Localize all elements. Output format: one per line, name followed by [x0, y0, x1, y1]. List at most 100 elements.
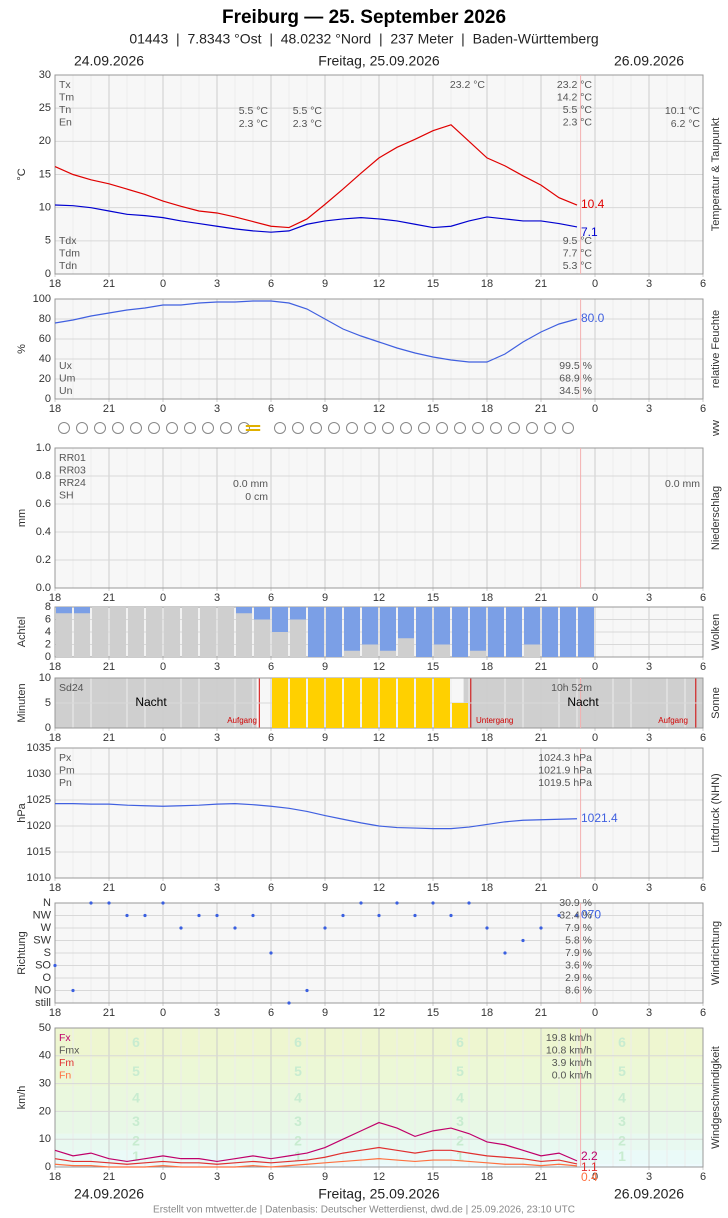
bar — [74, 607, 90, 614]
bar — [182, 607, 198, 657]
series-line — [54, 1121, 578, 1163]
row-stat: 7.9 % — [565, 947, 592, 959]
end-label: 2.2 — [581, 1149, 598, 1163]
x-tick-label: 0 — [160, 661, 166, 673]
bar — [326, 678, 342, 728]
plot-frame — [54, 447, 704, 589]
beaufort-label: 6 — [456, 1034, 464, 1050]
x-tick-label: 0 — [592, 1171, 598, 1183]
x-tick-label: 18 — [49, 1171, 61, 1183]
bar — [362, 678, 378, 728]
x-tick-label: 6 — [268, 1007, 274, 1019]
direction-point — [557, 913, 561, 918]
y-tick-label: S — [44, 947, 51, 959]
x-tick-label: 15 — [427, 882, 439, 894]
direction-point — [197, 913, 201, 918]
y-tick-label: 50 — [39, 1022, 51, 1034]
x-tick-label: 6 — [268, 1171, 274, 1183]
x-tick-label: 12 — [373, 661, 385, 673]
date-right: 26.09.2026 — [614, 53, 684, 69]
x-tick-label: 15 — [427, 1171, 439, 1183]
x-tick-label: 9 — [322, 661, 328, 673]
bar — [344, 678, 360, 728]
x-tick-label: 0 — [160, 882, 166, 894]
stat-label: RR01 — [59, 452, 86, 464]
beaufort-label: 1 — [294, 1148, 302, 1164]
y-tick-label: 0.2 — [36, 554, 51, 566]
x-tick-label: 21 — [103, 1007, 115, 1019]
y-tick-label: 30 — [39, 1078, 51, 1090]
y-tick-label: 1.0 — [36, 442, 51, 454]
bar — [488, 607, 504, 657]
bar — [344, 607, 360, 651]
x-tick-label: 15 — [427, 732, 439, 744]
ww-symbol — [508, 422, 520, 434]
row-stat: 5.8 % — [565, 934, 592, 946]
row-stat: 30.9 % — [559, 897, 592, 909]
annotation: 0.0 mm — [233, 478, 268, 490]
row-stat: 2.9 % — [565, 972, 592, 984]
stat-label: Tdn — [59, 260, 77, 272]
x-tick-label: 3 — [646, 403, 652, 415]
x-tick-label: 12 — [373, 882, 385, 894]
stat-value: 34.5 % — [559, 385, 592, 397]
annotation: 2.3 °C — [239, 118, 269, 130]
y-tick-label: 0 — [45, 651, 51, 663]
y-tick-label: SO — [35, 959, 51, 971]
stat-label: Ux — [59, 360, 73, 372]
x-tick-label: 21 — [535, 403, 547, 415]
annotation: Nacht — [567, 695, 599, 709]
x-tick-label: 18 — [481, 592, 493, 604]
annotation: Nacht — [135, 695, 167, 709]
ww-symbol — [490, 422, 502, 434]
y-axis-label: °C — [16, 168, 28, 180]
x-tick-label: 21 — [103, 661, 115, 673]
ww-symbol — [238, 422, 250, 434]
stat-value: 7.7 °C — [563, 247, 593, 259]
stat-value: 3.9 km/h — [552, 1057, 592, 1069]
bar — [524, 607, 540, 645]
annotation: 23.2 °C — [450, 79, 486, 91]
y-axis-label: hPa — [16, 802, 28, 822]
x-tick-label: 18 — [481, 661, 493, 673]
stat-label: Fmx — [59, 1044, 80, 1056]
x-tick-label: 18 — [481, 732, 493, 744]
y-tick-label: 6 — [45, 613, 51, 625]
beaufort-label: 6 — [294, 1034, 302, 1050]
x-tick-label: 12 — [373, 403, 385, 415]
beaufort-label: 3 — [618, 1113, 626, 1129]
plot-frame — [54, 298, 704, 400]
x-tick-label: 9 — [322, 592, 328, 604]
x-tick-label: 6 — [268, 278, 274, 290]
side-label: ww — [710, 420, 722, 437]
x-tick-label: 15 — [427, 592, 439, 604]
x-tick-label: 0 — [592, 278, 598, 290]
bar — [470, 607, 486, 651]
beaufort-label: 4 — [294, 1090, 302, 1106]
direction-point — [377, 913, 381, 918]
y-tick-label: 20 — [39, 135, 51, 147]
ww-symbol — [184, 422, 196, 434]
y-axis-label: Achtel — [16, 617, 28, 648]
x-tick-label: 18 — [481, 1171, 493, 1183]
stat-label: Tn — [59, 104, 71, 116]
y-axis-label: mm — [16, 509, 28, 527]
y-tick-label: NW — [33, 909, 52, 921]
bar — [506, 607, 522, 657]
ww-symbol — [364, 422, 376, 434]
x-tick-label: 3 — [646, 732, 652, 744]
stat-value: 1019.5 hPa — [538, 777, 592, 789]
stat-value: 0.0 km/h — [552, 1069, 592, 1081]
bar — [272, 607, 288, 632]
x-tick-label: 3 — [646, 278, 652, 290]
y-tick-label: O — [42, 972, 51, 984]
annotation: Aufgang — [227, 716, 257, 725]
x-tick-label: 21 — [103, 882, 115, 894]
x-tick-label: 12 — [373, 1007, 385, 1019]
beaufort-label: 4 — [618, 1090, 626, 1106]
bar — [380, 678, 396, 728]
series-line — [54, 1158, 578, 1168]
stat-label: Un — [59, 385, 73, 397]
side-label: Temperatur & Taupunkt — [710, 118, 722, 232]
y-tick-label: 25 — [39, 102, 51, 114]
